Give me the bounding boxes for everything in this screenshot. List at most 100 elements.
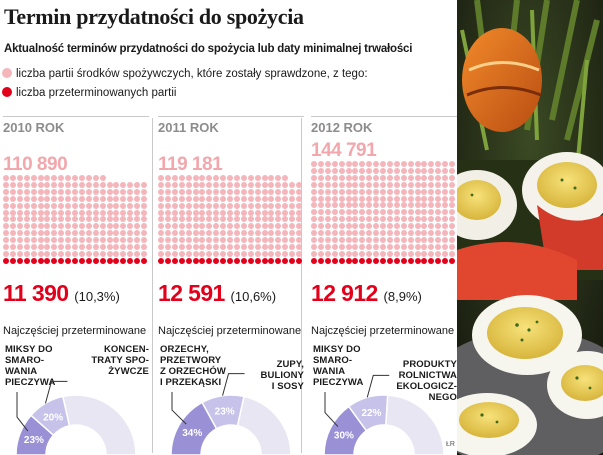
checked-dot [120,209,127,216]
checked-dot [233,216,240,223]
category-label-secondary: ZUPY, BULIONY I SOSY [260,359,304,392]
checked-dot [386,188,393,195]
infographic-subtitle: Aktualność terminów przydatności do spoż… [4,43,413,55]
checked-dot [331,250,338,257]
checked-dot [65,175,72,181]
checked-dot [240,250,247,257]
checked-dot [113,202,120,209]
checked-dot [141,202,147,209]
checked-dot [199,175,206,181]
checked-dot [99,230,106,237]
checked-dot [16,188,23,195]
checked-dot [30,230,37,237]
checked-dot [345,209,352,216]
checked-dot [213,237,220,244]
checked-dot [393,209,400,216]
checked-dot [275,230,282,237]
checked-dot [120,237,127,244]
checked-dot [213,195,220,202]
checked-dot [317,230,324,236]
checked-dot [296,237,302,244]
checked-dot [421,174,428,181]
checked-dot [311,167,317,174]
checked-dot [227,188,233,195]
checked-dot [51,250,58,257]
checked-dot [400,181,407,188]
checked-dot [393,195,400,202]
expired-dot [85,257,92,264]
checked-dot [296,223,302,230]
checked-dot [414,223,421,230]
checked-dot [213,250,220,257]
checked-dot [113,250,120,257]
checked-dot [345,167,352,174]
checked-dot [134,244,141,250]
checked-dot [158,223,164,230]
checked-dot [449,236,455,243]
checked-dot [51,202,58,209]
checked-dot [220,216,227,223]
checked-dot [92,209,99,216]
checked-dot [227,223,233,230]
checked-dot [442,161,449,167]
checked-dot [407,181,414,188]
expired-dot [127,257,134,264]
checked-dot [16,202,23,209]
checked-dot [113,195,120,202]
checked-dot [393,243,400,250]
checked-dot [428,216,435,223]
checked-dot [199,216,206,223]
checked-dot [72,237,78,244]
checked-dot [220,202,227,209]
checked-dot [331,236,338,243]
checked-dot [275,181,282,188]
checked-dot [414,188,421,195]
expired-dot [158,257,164,264]
expired-count: 12 912 [311,280,384,306]
checked-dot [164,195,171,202]
checked-dot [331,216,338,223]
checked-dot [317,202,324,209]
expired-dot [199,257,206,264]
checked-dot [289,195,296,202]
checked-dot [449,202,455,209]
checked-dot [206,223,213,230]
expired-dot [72,257,78,264]
year-label: 2012 ROK [311,120,373,135]
checked-dot [158,230,164,237]
checked-dot [171,237,178,244]
checked-dot [317,250,324,257]
checked-dot [23,175,30,181]
checked-dot [366,181,373,188]
checked-dot [366,223,373,230]
checked-dot [113,181,120,188]
checked-dot [127,188,134,195]
checked-dot [44,195,51,202]
checked-dot [92,202,99,209]
year-rule [158,116,304,117]
checked-dot [421,250,428,257]
leader-line-secondary [44,380,68,404]
checked-dot [106,216,113,223]
checked-dot [141,181,147,188]
checked-dot [345,230,352,236]
checked-dot [72,181,78,188]
checked-dot [199,195,206,202]
checked-dot [414,161,421,167]
expired-dot [268,257,275,264]
infographic-title: Termin przydatności do spożycia [4,4,304,29]
checked-dot [233,244,240,250]
expired-dot [428,257,435,264]
checked-dot [192,175,199,181]
checked-dot [120,188,127,195]
checked-dot [247,237,254,244]
checked-dot [380,230,386,236]
checked-dot [366,236,373,243]
checked-dot [113,244,120,250]
checked-dot [421,195,428,202]
expired-dot [261,257,268,264]
checked-dot [213,175,220,181]
checked-dot [317,236,324,243]
checked-dot [373,230,380,236]
expired-dot [324,257,331,264]
